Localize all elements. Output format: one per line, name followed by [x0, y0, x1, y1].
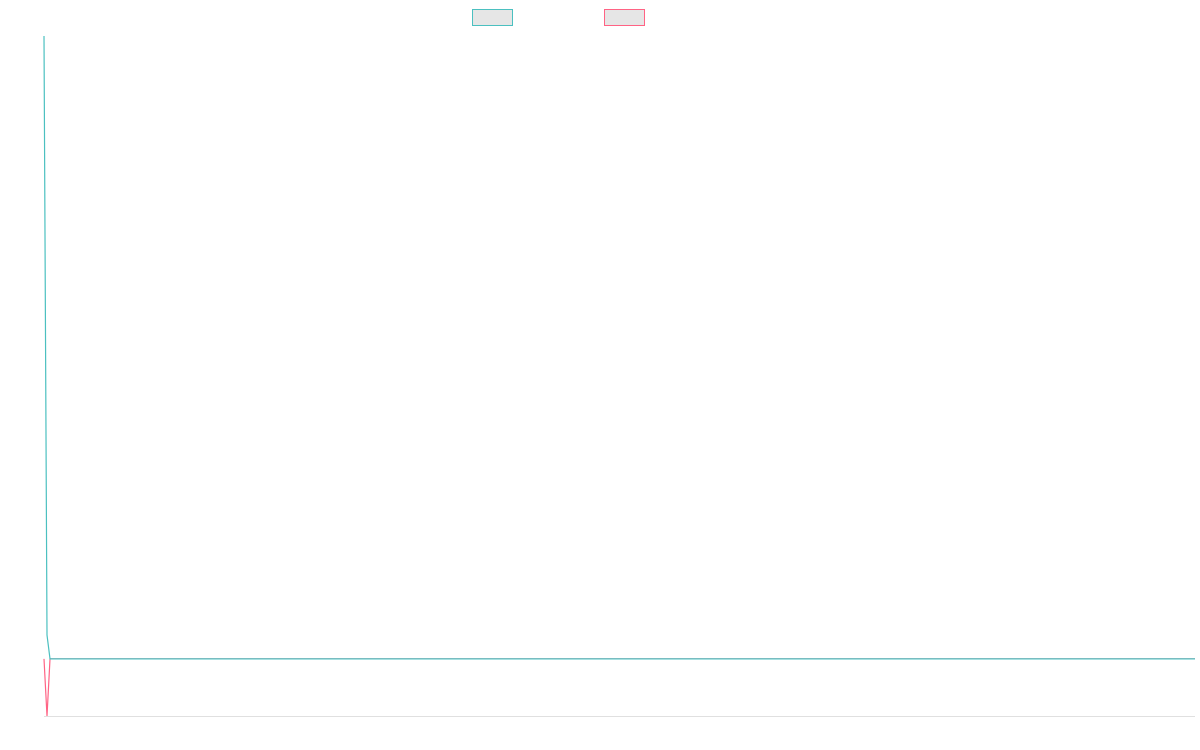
series-line [43, 658, 1195, 717]
legend-swatch[interactable] [604, 9, 645, 26]
legend-swatch[interactable] [472, 9, 513, 26]
series-line [43, 35, 1195, 660]
